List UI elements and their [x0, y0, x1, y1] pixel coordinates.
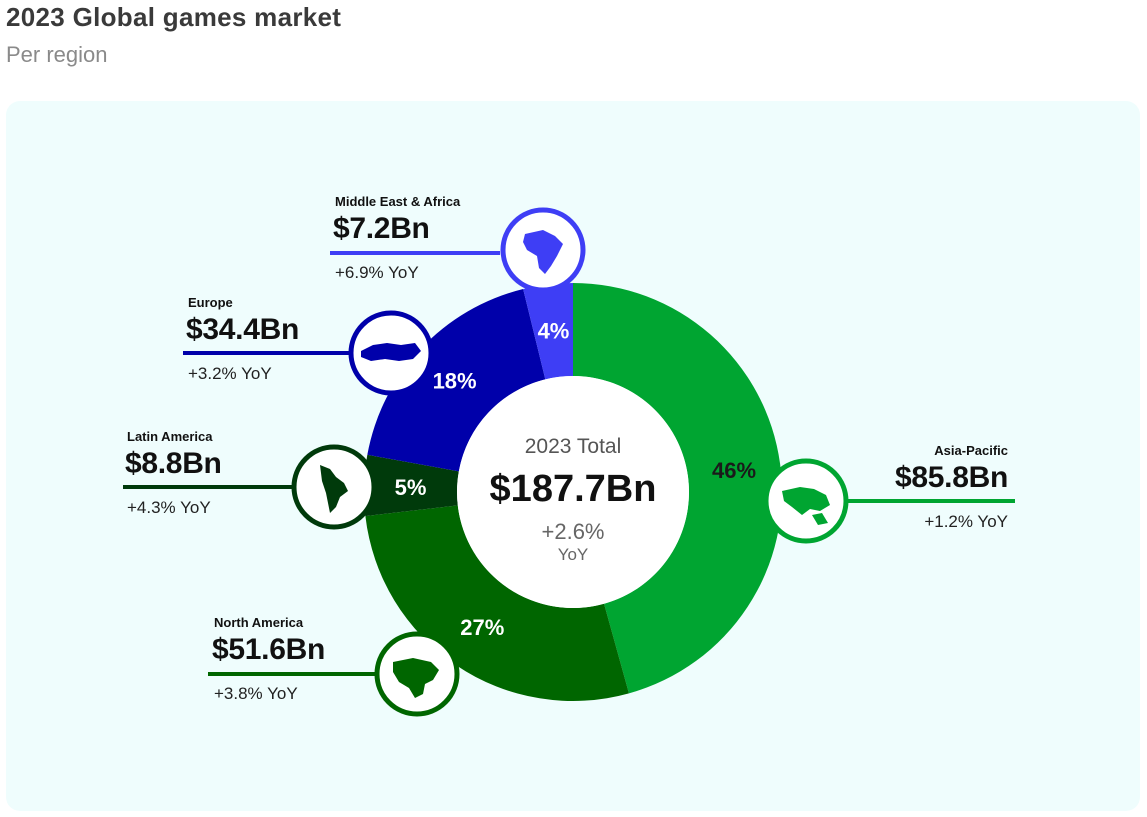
label-yoy-middle-east-africa: +6.9% YoY: [335, 263, 419, 282]
center-yoy-value: +2.6%: [542, 519, 605, 544]
asia-pacific-map-icon-shape: [782, 487, 830, 525]
north-america-map-icon-shape: [393, 658, 439, 698]
africa-map-icon: [523, 230, 563, 274]
donut-hole: [457, 376, 689, 608]
pct-label-middle-east-africa: 4%: [538, 319, 570, 344]
label-name-middle-east-africa: Middle East & Africa: [335, 194, 461, 209]
africa-map-icon-shape: [523, 230, 563, 274]
north-america-map-icon: [393, 658, 439, 698]
chart-card: 2023 Total $187.7Bn +2.6% YoY 46% 27% 5% 18…: [6, 101, 1140, 811]
slice-europe: [367, 289, 546, 472]
label-name-latin-america: Latin America: [127, 429, 213, 444]
label-name-asia-pacific: Asia-Pacific: [934, 443, 1008, 458]
chart-title: 2023 Global games market: [6, 2, 342, 32]
label-value-europe: $34.4Bn: [186, 313, 299, 346]
europe-map-icon-shape: [361, 343, 421, 361]
label-value-middle-east-africa: $7.2Bn: [333, 212, 430, 245]
asia-pacific-map-icon: [782, 487, 830, 525]
label-value-north-america: $51.6Bn: [212, 633, 325, 666]
slice-asia-pacific: [573, 283, 782, 694]
pct-label-europe: 18%: [433, 369, 477, 394]
slice-latin-america: [364, 454, 459, 517]
south-america-map-icon-shape: [320, 465, 348, 513]
label-yoy-europe: +3.2% YoY: [188, 364, 272, 383]
label-value-asia-pacific: $85.8Bn: [895, 461, 1008, 494]
slice-middle-east-africa: [523, 283, 573, 380]
pct-label-asia-pacific: 46%: [712, 458, 756, 483]
label-yoy-latin-america: +4.3% YoY: [127, 498, 211, 517]
center-yoy-unit: YoY: [558, 545, 589, 564]
pct-label-north-america: 27%: [460, 615, 504, 640]
label-name-north-america: North America: [214, 615, 304, 630]
south-america-map-icon: [320, 465, 348, 513]
label-yoy-north-america: +3.8% YoY: [214, 684, 298, 703]
center-total-label: 2023 Total: [525, 435, 622, 458]
chart-subtitle: Per region: [6, 42, 108, 67]
pct-label-latin-america: 5%: [395, 475, 427, 500]
slice-north-america: [365, 505, 629, 701]
donut-chart: 2023 Total $187.7Bn +2.6% YoY 46% 27% 5% 18…: [123, 207, 1015, 717]
label-name-europe: Europe: [188, 295, 233, 310]
europe-map-icon: [361, 343, 421, 361]
label-yoy-asia-pacific: +1.2% YoY: [924, 512, 1008, 531]
label-value-latin-america: $8.8Bn: [125, 447, 222, 480]
center-total-value: $187.7Bn: [490, 468, 657, 510]
